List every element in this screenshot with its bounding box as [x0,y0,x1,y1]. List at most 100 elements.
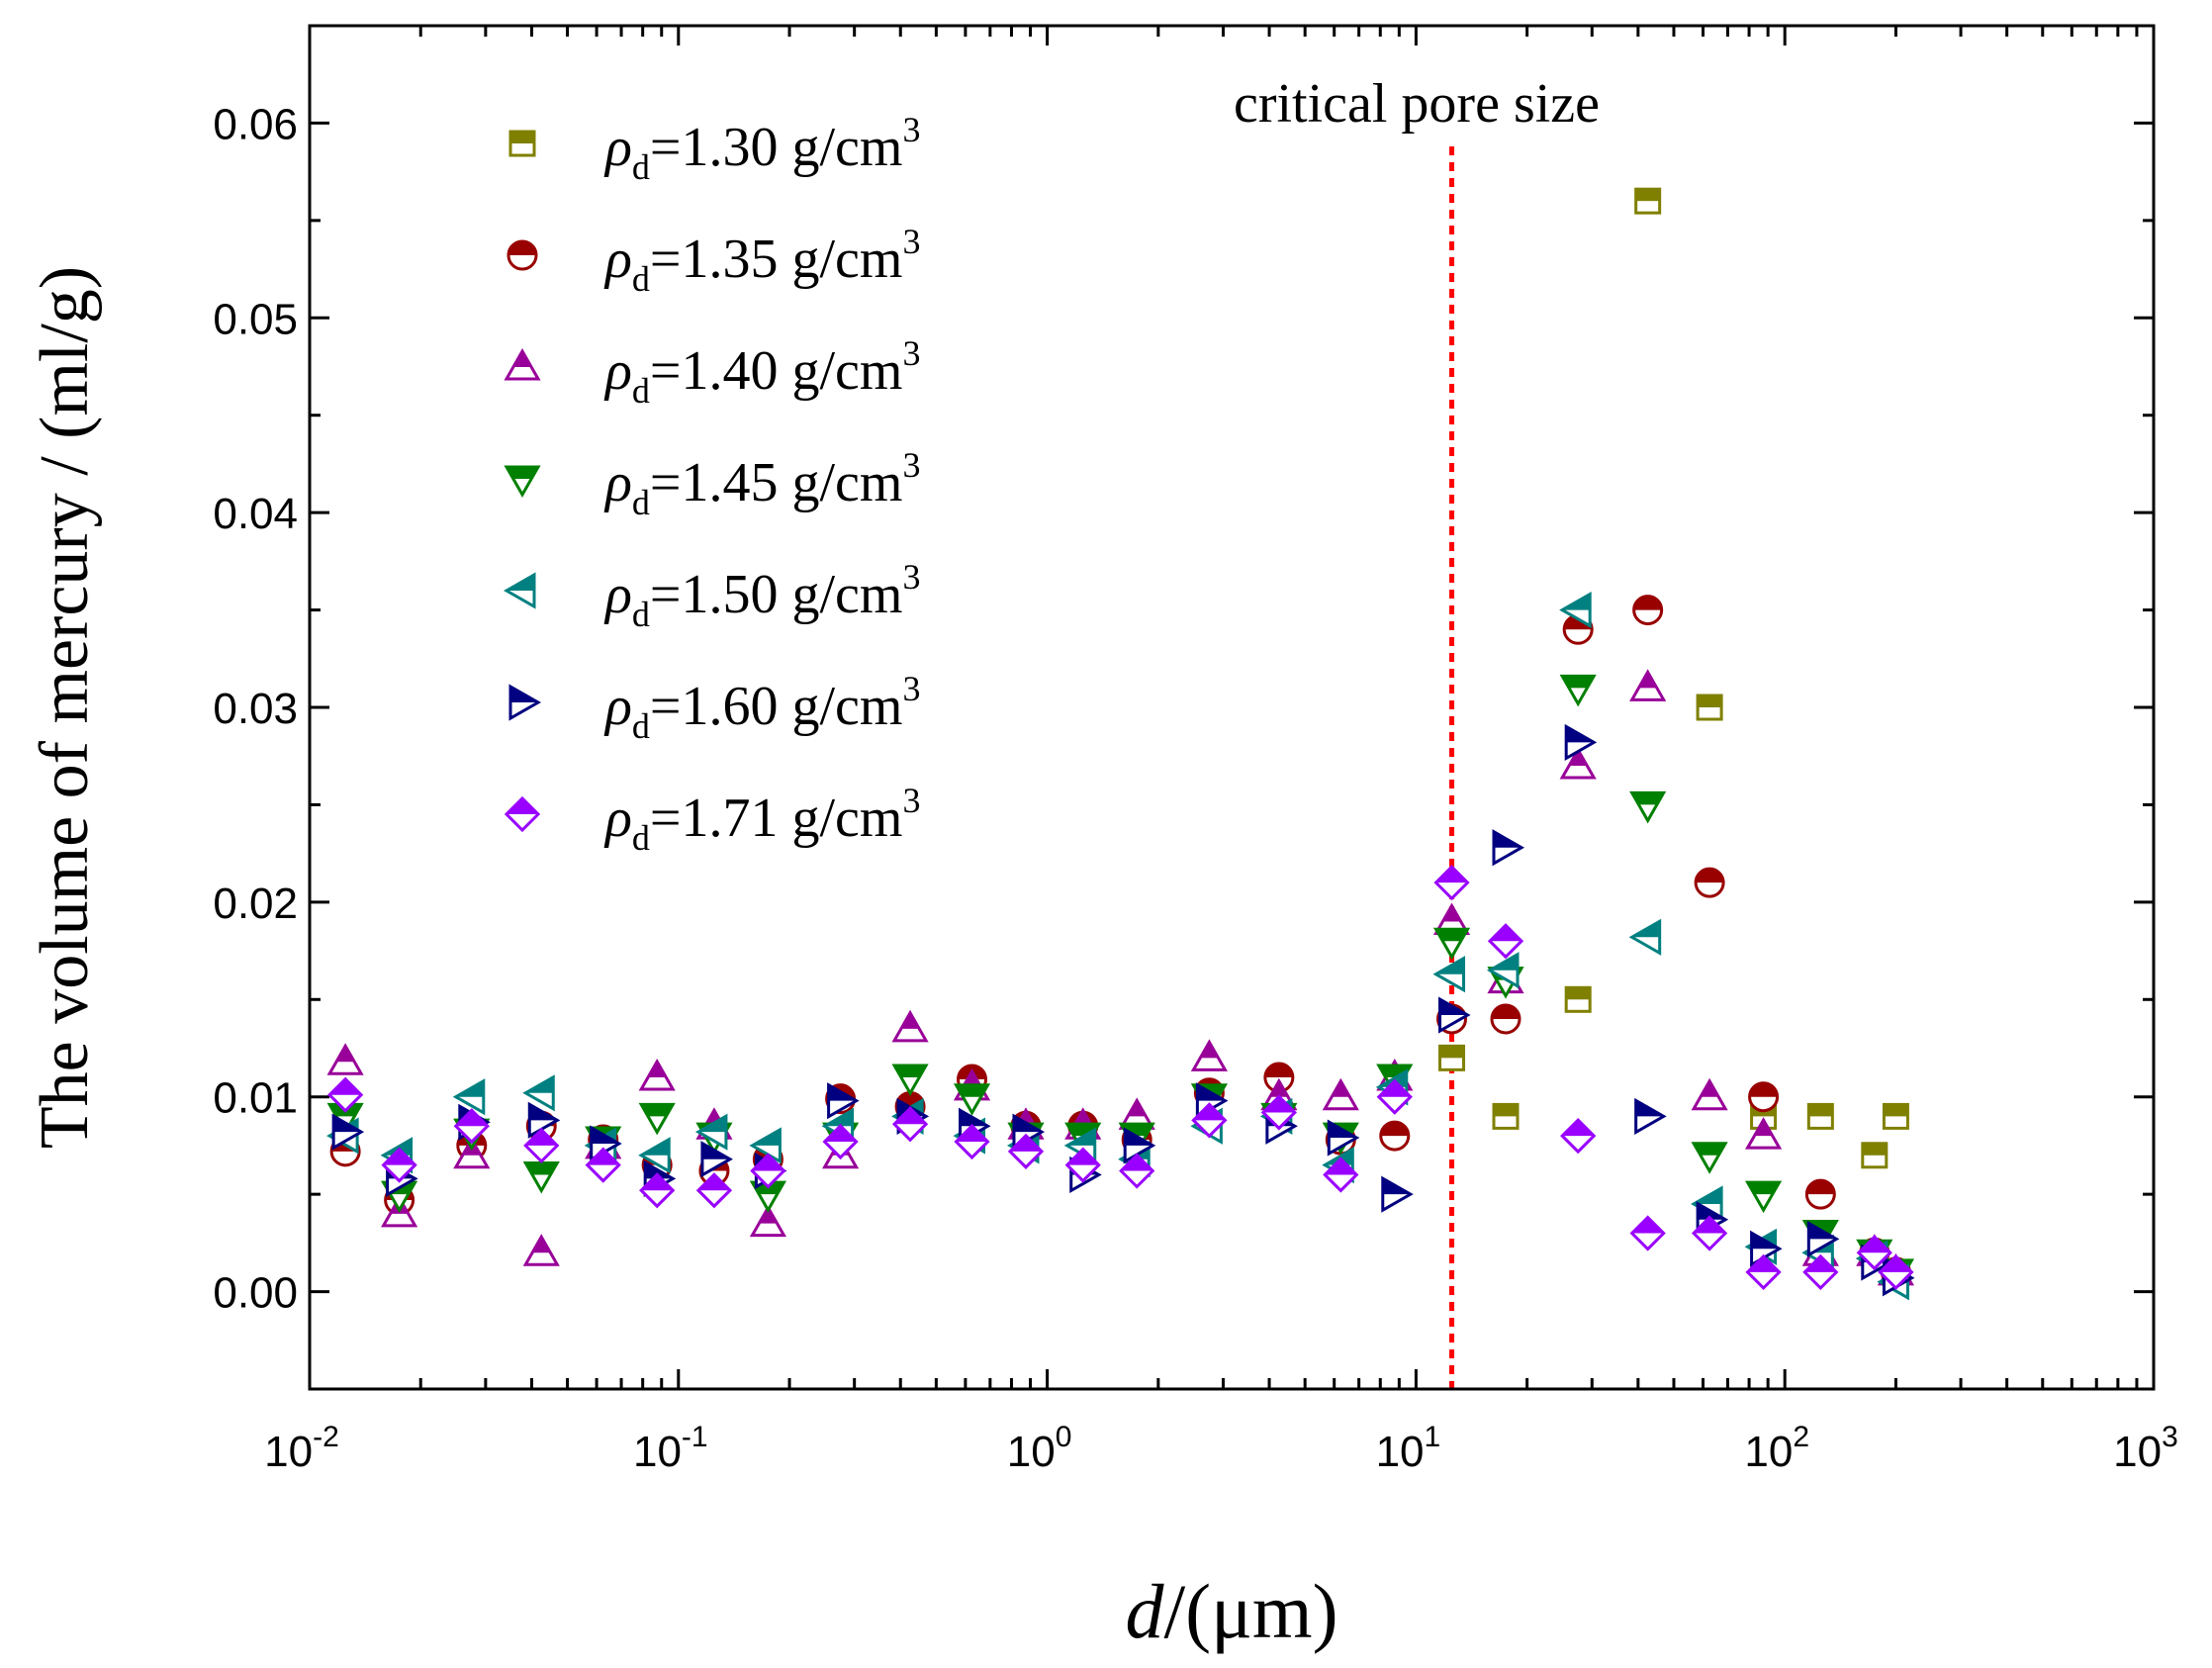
marker-fill [455,1080,484,1097]
data-point [1438,1044,1466,1071]
data-point [1487,923,1524,960]
data-point [1694,867,1725,898]
marker-fill [1200,1042,1219,1059]
legend-sup: 3 [902,445,920,485]
legend-rho: ρ [603,229,632,290]
x-tick-label: 102 [1744,1421,1809,1476]
data-point [1559,674,1597,707]
data-point [1327,1119,1360,1157]
legend-label: ρd=1.60 g/cm3 [603,669,920,746]
marker-fill [1631,921,1660,938]
marker-fill [1332,1080,1350,1097]
x-tick-base: 10 [2113,1428,2162,1476]
legend-item: ρd=1.71 g/cm3 [504,781,920,858]
marker-fill [1751,1233,1780,1250]
legend-item: ρd=1.35 g/cm3 [507,222,920,299]
data-point [1748,1081,1780,1113]
marker-fill [455,1110,488,1127]
data-point [1691,1215,1728,1251]
data-point [1634,1097,1667,1135]
data-point [1634,187,1662,215]
data-point [638,1137,671,1174]
marker-fill [1121,1155,1153,1171]
data-point [1564,723,1598,762]
y-tick-label: 0.02 [213,880,298,928]
data-point [749,1127,782,1164]
data-point [1806,1220,1840,1258]
marker-fill [1494,1104,1519,1117]
data-point [953,1083,991,1116]
data-point [1260,1094,1297,1131]
data-point [638,1102,676,1136]
data-point [1432,956,1466,993]
marker-fill [1694,1187,1722,1204]
marker-fill [1808,1223,1837,1240]
marker-fill [1492,1004,1521,1019]
legend-value: =1.40 g/cm [650,340,903,402]
marker-fill [1562,1120,1595,1137]
x-tick-label: 10-1 [633,1421,708,1476]
marker-fill [1442,905,1461,922]
marker-fill [507,467,538,479]
y-axis-label: The volume of mercury / (ml/g) [27,266,103,1149]
data-point [1379,1120,1411,1152]
data-point [1806,1102,1834,1130]
marker-fill [1701,1080,1719,1097]
marker-fill [529,1104,558,1121]
data-point [522,1074,555,1112]
legend-value: =1.35 g/cm [650,229,903,290]
data-point [638,1059,676,1091]
marker-fill [1858,1237,1890,1253]
x-tick-exponent: -2 [313,1421,339,1453]
data-point [695,1172,733,1209]
x-axis-label-rest: /(μm) [1163,1568,1337,1654]
data-point [1432,927,1471,961]
y-tick-label: 0.00 [213,1269,298,1318]
legend-marker [503,572,536,609]
data-point [1559,747,1597,780]
data-point [1433,865,1470,901]
marker-fill [894,1108,927,1125]
marker-fill [752,1155,784,1171]
marker-fill [1884,1104,1908,1117]
data-point [891,1106,929,1143]
marker-fill [1880,1255,1912,1272]
x-tick-base: 10 [1007,1428,1056,1476]
x-tick-exponent: 1 [1425,1421,1441,1453]
marker-fill [1378,1080,1411,1097]
data-point [527,1101,561,1139]
marker-fill [1066,1149,1099,1165]
legend-label: ρd=1.50 g/cm3 [603,557,920,634]
data-point [749,1204,786,1238]
marker-fill [1747,1182,1780,1195]
marker-fill [641,1104,674,1117]
legend-label: ρd=1.30 g/cm3 [603,110,920,187]
legend-sub: d [632,259,650,299]
y-tick-label: 0.03 [213,685,298,733]
marker-fill [383,1149,415,1165]
marker-fill [591,1127,619,1144]
x-tick-exponent: 2 [1793,1421,1809,1453]
marker-fill [1804,1255,1837,1272]
marker-fill [759,1207,778,1224]
data-point [822,1123,859,1160]
legend-sub: d [632,706,650,746]
marker-fill [1325,1158,1357,1175]
legend-sub: d [632,818,650,858]
data-point [1486,952,1520,989]
data-point [1376,1078,1413,1115]
marker-fill [1696,869,1724,883]
legend-marker [504,347,541,381]
marker-fill [641,1174,674,1191]
data-point [1878,1253,1914,1291]
legend-sub: d [632,595,650,634]
critical-pore-size-label: critical pore size [1234,73,1600,135]
marker-fill [1694,1143,1726,1156]
marker-fill [532,1237,551,1253]
legend-label: ρd=1.40 g/cm3 [603,333,920,411]
x-tick-base: 10 [1744,1428,1793,1476]
data-point [585,1147,621,1183]
legend-label: ρd=1.35 g/cm3 [603,222,920,299]
data-point [891,1064,929,1097]
